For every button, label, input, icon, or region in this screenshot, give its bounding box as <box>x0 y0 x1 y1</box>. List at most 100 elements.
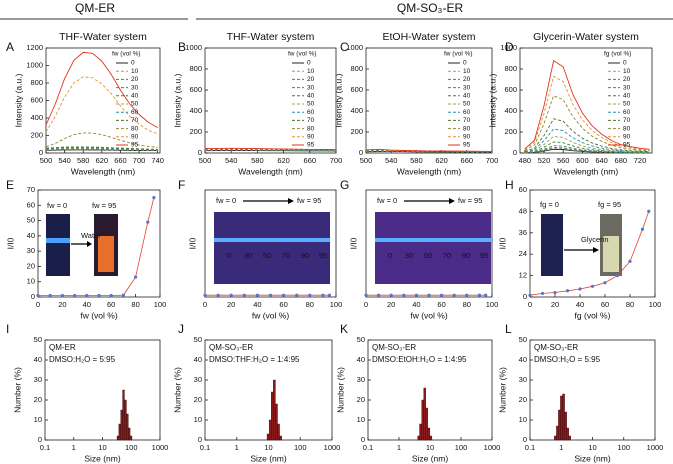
legend-label: 80 <box>463 125 471 132</box>
data-point <box>603 281 607 285</box>
chart-title: THF-Water system <box>59 31 147 43</box>
data-point <box>647 209 651 213</box>
data-point <box>216 293 220 297</box>
x-tick-label: 680 <box>615 156 628 165</box>
legend-label: 95 <box>307 142 315 149</box>
y-tick-label: 600 <box>30 95 43 104</box>
histogram-bar <box>268 419 272 441</box>
inset-photo <box>214 198 330 284</box>
data-point <box>540 291 545 296</box>
annotation: fw = 0 <box>216 196 236 205</box>
x-tick-label: 80 <box>463 300 471 309</box>
x-tick-label: 60 <box>107 300 115 309</box>
panel-label: D <box>505 40 514 54</box>
y-tick-label: 40 <box>194 355 202 364</box>
annotation: QM-SO₃-ER <box>209 343 253 352</box>
x-tick-label: 0 <box>203 300 207 309</box>
x-axis-label: Wavelength (nm) <box>238 166 303 176</box>
plot-frame <box>365 47 493 154</box>
x-tick-label: 700 <box>133 156 146 165</box>
x-tick-label: 500 <box>360 156 373 165</box>
data-line <box>524 141 650 154</box>
histogram-bar <box>122 389 125 441</box>
x-axis-label: Wavelength (nm) <box>71 166 136 176</box>
x-tick-label: 20 <box>58 300 66 309</box>
x-tick-label: 1 <box>235 443 239 452</box>
y-tick-label: 1000 <box>26 60 43 69</box>
x-axis-label: Size (nm) <box>412 453 449 463</box>
panel-label: L <box>505 322 512 336</box>
data-point <box>229 293 233 297</box>
x-tick-label: 0.1 <box>363 443 373 452</box>
y-tick-label: 800 <box>350 64 363 73</box>
inset-photo <box>46 214 118 276</box>
x-tick-label: 1 <box>72 443 76 452</box>
y-tick-label: 40 <box>519 355 527 364</box>
legend-label: 40 <box>623 93 631 100</box>
x-tick-label: 100 <box>330 300 343 309</box>
data-point <box>308 293 312 297</box>
data-point <box>465 293 469 297</box>
panel-label: E <box>6 178 14 192</box>
data-line <box>45 147 158 151</box>
y-tick-label: 1200 <box>26 43 43 52</box>
y-tick-label: 40 <box>34 355 42 364</box>
panel-label: K <box>340 322 348 336</box>
annotation: 50 <box>424 251 432 260</box>
x-tick-label: 0.1 <box>525 443 535 452</box>
histogram-bar <box>128 427 131 441</box>
annotation: fw = 95 <box>297 196 321 205</box>
annotation: 70 <box>443 251 451 260</box>
x-tick-label: 540 <box>385 156 398 165</box>
data-point <box>121 293 125 297</box>
y-tick-label: 10 <box>27 277 35 286</box>
x-axis-label: Size (nm) <box>84 453 121 463</box>
y-tick-label: 800 <box>30 78 43 87</box>
legend-label: 0 <box>307 60 311 67</box>
legend-label: 0 <box>623 60 627 67</box>
data-point <box>134 275 138 279</box>
legend-label: 70 <box>307 117 315 124</box>
y-tick-label: 50 <box>519 335 527 344</box>
data-line <box>524 146 650 154</box>
legend-label: 80 <box>623 125 631 132</box>
x-tick-label: 620 <box>277 156 290 165</box>
histogram-bar <box>126 413 129 441</box>
x-tick-label: 660 <box>304 156 317 165</box>
x-tick-label: 1000 <box>647 443 664 452</box>
data-point <box>152 196 156 200</box>
y-tick-label: 1000 <box>500 43 517 52</box>
y-tick-label: 0 <box>513 148 517 157</box>
legend-label: 95 <box>463 142 471 149</box>
annotation: 50 <box>263 251 271 260</box>
histogram-bar <box>273 379 276 441</box>
x-axis-label: Wavelength (nm) <box>554 166 619 176</box>
data-line <box>45 132 158 148</box>
y-axis-label: I/I0 <box>497 237 507 249</box>
plot-frame <box>529 189 656 298</box>
x-tick-label: 620 <box>435 156 448 165</box>
legend-label: 95 <box>623 142 631 149</box>
legend-label: 30 <box>623 84 631 91</box>
x-tick-label: 100 <box>649 300 662 309</box>
x-tick-label: 520 <box>538 156 551 165</box>
y-tick-label: 400 <box>30 113 43 122</box>
data-line <box>524 75 650 151</box>
y-tick-label: 50 <box>357 335 365 344</box>
data-point <box>146 220 150 224</box>
legend-label: 90 <box>623 134 631 141</box>
x-tick-label: 40 <box>83 300 91 309</box>
y-tick-label: 400 <box>189 106 202 115</box>
y-tick-label: 30 <box>357 375 365 384</box>
legend-label: 0 <box>463 60 467 67</box>
y-axis-label: Intensity (a.u.) <box>172 73 182 127</box>
y-tick-label: 50 <box>194 335 202 344</box>
y-tick-label: 20 <box>34 395 42 404</box>
legend-label: 10 <box>131 68 139 75</box>
y-axis-label: I/I0 <box>187 237 197 249</box>
group-header: QM-ER <box>75 1 115 15</box>
data-point <box>364 293 368 297</box>
legend-label: 20 <box>623 76 631 83</box>
x-tick-label: 10 <box>98 443 106 452</box>
data-point <box>48 293 52 298</box>
